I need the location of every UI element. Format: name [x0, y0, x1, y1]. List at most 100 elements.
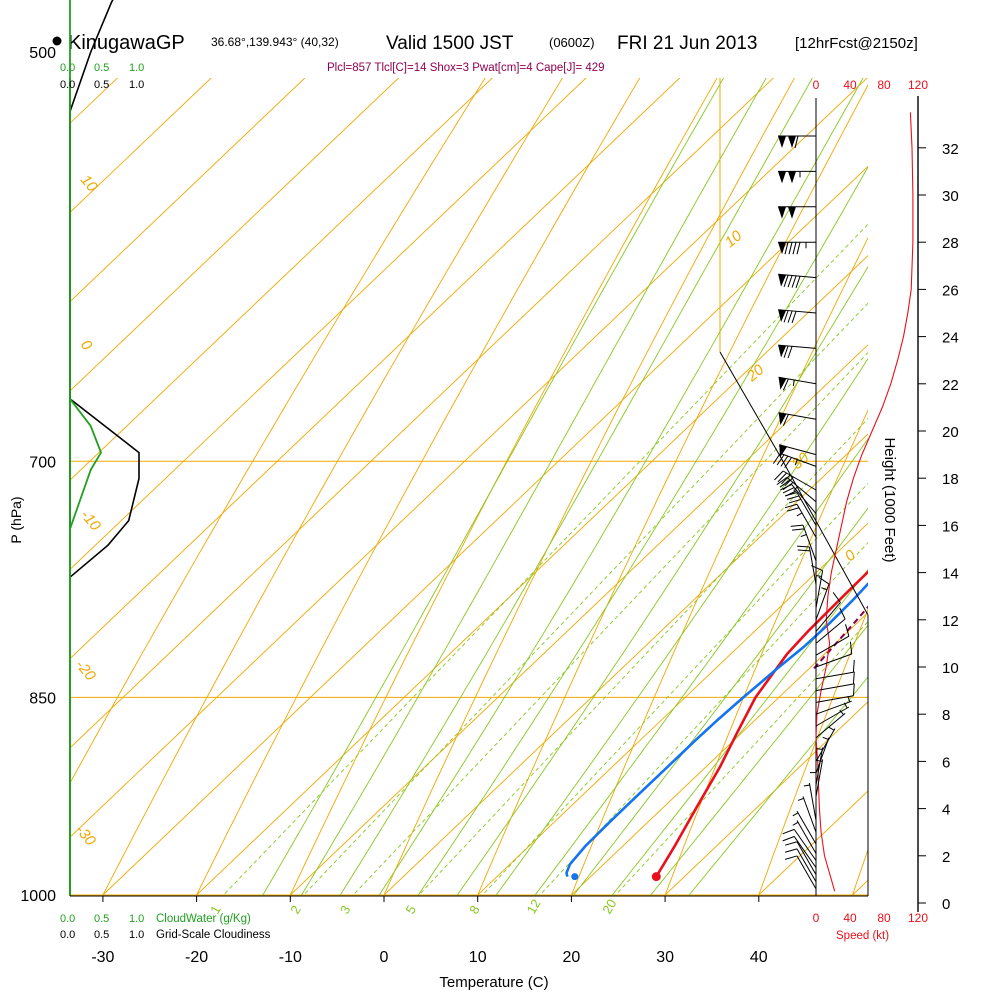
isotherm-line: [70, 78, 306, 303]
wind-barb-flag: [786, 507, 800, 512]
wind-barb: [815, 683, 855, 703]
wind-barb-halfflag: [792, 379, 795, 386]
wind-barb-flag: [782, 836, 795, 842]
wind-barb-flag: [852, 671, 855, 685]
adiabat-label: 0: [842, 546, 860, 565]
mixing-ratio-line: [417, 418, 868, 896]
chart-header: KinugawaGP 36.68°,139.943° (40,32) Valid…: [52, 32, 918, 74]
wind-barb-flag: [787, 275, 793, 288]
wind-barb-pennant: [778, 171, 786, 184]
wind-barb-shaft: [815, 759, 824, 797]
wind-barb-flag: [852, 659, 855, 673]
wind-barb-shaft: [815, 635, 850, 656]
wind-barb-flag: [782, 378, 789, 391]
wind-barb-shaft: [796, 810, 817, 845]
mixing-ratio-label: 3: [337, 903, 354, 917]
wind-barb-flag: [790, 524, 804, 527]
pressure-tick-label: 850: [29, 690, 56, 707]
wind-barb-flag: [787, 346, 793, 359]
wind-barb: [792, 820, 817, 854]
height-tick-label: 12: [942, 613, 959, 630]
dry-adiabat-line: [851, 848, 868, 896]
wind-barb-halfflag: [796, 512, 803, 517]
height-envelope-line: [779, 455, 869, 616]
wind-barb-shaft: [778, 344, 817, 349]
moist-adiabat-line: [417, 166, 868, 896]
cloudwater-label: CloudWater (g/Kg): [156, 913, 251, 925]
wind-barb-flag: [784, 476, 794, 487]
wind-barb-halfflag: [793, 486, 798, 492]
wind-barb-flag: [818, 576, 830, 585]
height-tick-label: 6: [942, 754, 950, 771]
wind-barb-shaft: [815, 712, 846, 739]
station-name: KinugawaGP: [68, 32, 185, 54]
cloudwater-line: [69, 0, 102, 895]
speed-tick-label-top: 0: [813, 78, 820, 92]
height-tick-label: 26: [942, 282, 959, 299]
dry-adiabat-line: [383, 78, 795, 896]
mixing-ratio-label: 2: [287, 903, 304, 917]
wind-barb-flag: [852, 683, 855, 696]
wind-barb-flag: [776, 476, 788, 486]
wind-barb-flag: [784, 855, 798, 860]
dewpoint-line: [565, 581, 868, 877]
wind-barb-flag: [784, 457, 792, 469]
wind-barb-shaft: [796, 492, 817, 526]
cloudiness-tick-top: 0.5: [94, 79, 109, 91]
isotherm-line: [194, 254, 868, 896]
temperature-tick-label: -30: [91, 949, 114, 966]
cloudiness-label: Grid-Scale Cloudiness: [156, 929, 271, 941]
wind-barb-halfflag: [797, 797, 804, 801]
mixing-ratio-line: [351, 351, 868, 896]
temperature-tick-label: 0: [380, 949, 389, 966]
speed-tick-label-bottom: 40: [843, 911, 857, 925]
cloudiness-tick-top: 1.0: [129, 79, 144, 91]
temperature-tick-label: -20: [185, 949, 208, 966]
isotherm-line: [70, 78, 681, 660]
cloud-panel: [69, 0, 140, 895]
adiabat-label: -20: [72, 657, 99, 685]
moist-adiabat-line: [339, 78, 813, 896]
wind-barb: [784, 855, 817, 890]
mixing-ratio-line: [480, 482, 868, 896]
wind-barb: [784, 848, 817, 883]
wind-barb-shaft: [815, 618, 846, 644]
wind-barb: [815, 641, 853, 668]
height-tick-label: 20: [942, 424, 959, 441]
wind-barb-shaft: [779, 444, 817, 456]
temperature-tick-label: -10: [279, 949, 302, 966]
wind-barb-shaft: [808, 782, 817, 821]
dry-adiabat-line: [289, 78, 718, 896]
wind-barb-flag: [791, 275, 797, 288]
cloudiness-tick-bottom: 0.5: [94, 929, 109, 941]
temperature-line: [655, 570, 868, 878]
valid-time: Valid 1500 JST: [386, 33, 514, 54]
wind-barb-flag: [839, 607, 846, 620]
wind-barb-halfflag: [816, 748, 823, 751]
wind-barb: [776, 476, 817, 503]
height-tick-label: 16: [942, 518, 959, 535]
dry-adiabat-line: [195, 78, 641, 896]
wind-barb-shaft: [815, 747, 824, 786]
wind-barb-shaft: [793, 836, 817, 868]
wind-barb-pennant: [788, 171, 796, 184]
wind-barb-shaft: [780, 452, 817, 467]
wind-barb: [815, 607, 846, 644]
dry-adiabat-line: [757, 608, 868, 896]
isotherm-line: [70, 78, 868, 838]
isotherm-line: [70, 78, 493, 481]
wind-barb: [815, 671, 855, 692]
wind-barb-flag: [780, 455, 789, 467]
height-tick-label: 32: [942, 141, 959, 158]
wind-barb: [779, 444, 817, 458]
pressure-tick-label: 500: [29, 45, 56, 62]
wind-barb-flag: [797, 545, 810, 548]
wind-barb-pennant: [788, 136, 796, 148]
wind-barb-pennant: [788, 206, 796, 219]
wind-barb-flag: [782, 487, 795, 494]
mixing-ratio-label: 12: [524, 896, 544, 916]
moist-adiabat-line: [300, 78, 767, 896]
wind-barb: [778, 170, 816, 184]
